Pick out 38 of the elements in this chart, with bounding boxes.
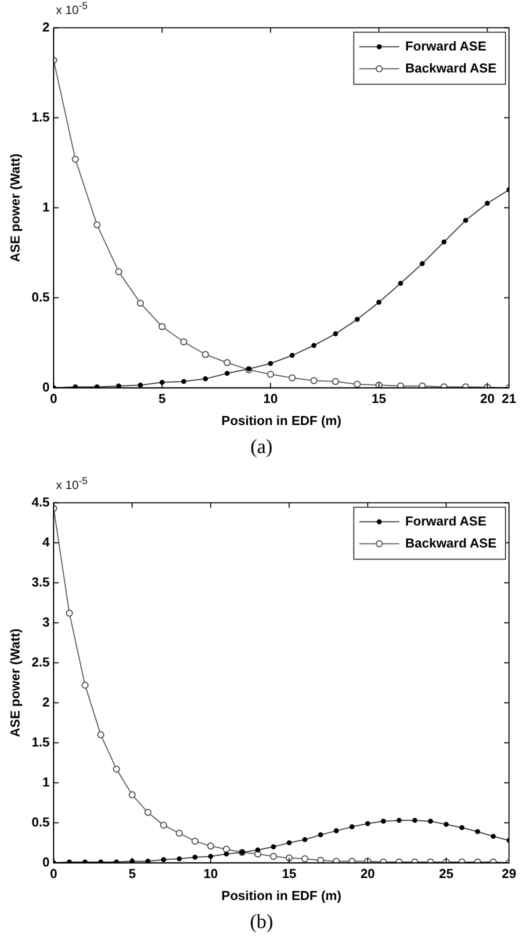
x-tick-label: 15 <box>282 866 296 882</box>
legend-label: Forward ASE <box>405 513 487 528</box>
y-tick-label: 3 <box>42 614 50 630</box>
x-tick-label: 10 <box>203 866 218 882</box>
text: (a) <box>249 436 274 459</box>
x-tick-label: 5 <box>158 391 166 406</box>
x-axis-title: Position in EDF (m) <box>221 412 342 428</box>
x-axis-title: Position in EDF (m) <box>221 888 342 903</box>
legend-label: Forward ASE <box>405 38 487 54</box>
y-axis-title: ASE power (Watt) <box>7 154 22 262</box>
x-tick-label: 25 <box>438 866 454 882</box>
y-tick-label: 0 <box>42 379 50 394</box>
y-tick-label: 2 <box>42 694 50 710</box>
y-tick-label: 0 <box>42 854 50 870</box>
y-tick-label: 2 <box>42 19 50 34</box>
legend-label: Backward ASE <box>405 535 497 550</box>
y-tick-label: 0.5 <box>32 814 50 830</box>
y-tick-label: 1.5 <box>32 109 50 124</box>
text: x 10$^{-5}$ <box>56 475 88 492</box>
x-tick-label: 29 <box>502 866 516 882</box>
x-tick-label: 10 <box>263 391 278 406</box>
x-tick-label: 20 <box>360 866 375 882</box>
y-tick-label: 0.5 <box>32 289 50 304</box>
y-tick-label: 4.5 <box>32 494 50 510</box>
legend-label: Backward ASE <box>405 60 497 76</box>
y-tick-label: 1 <box>42 774 50 790</box>
text: (b) <box>248 911 274 934</box>
text: x 10$^{-5}$ <box>56 0 88 17</box>
y-tick-label: 1 <box>42 199 50 214</box>
y-tick-label: 3.5 <box>32 574 50 590</box>
x-tick-label: 21 <box>502 391 516 406</box>
y-tick-label: 1.5 <box>32 734 50 750</box>
x-tick-label: 15 <box>372 391 386 406</box>
x-tick-label: 20 <box>480 391 495 406</box>
y-axis-title: ASE power (Watt) <box>7 628 22 738</box>
x-tick-label: 5 <box>128 866 136 882</box>
y-tick-label: 4 <box>42 534 50 550</box>
y-tick-label: 2.5 <box>32 654 50 670</box>
